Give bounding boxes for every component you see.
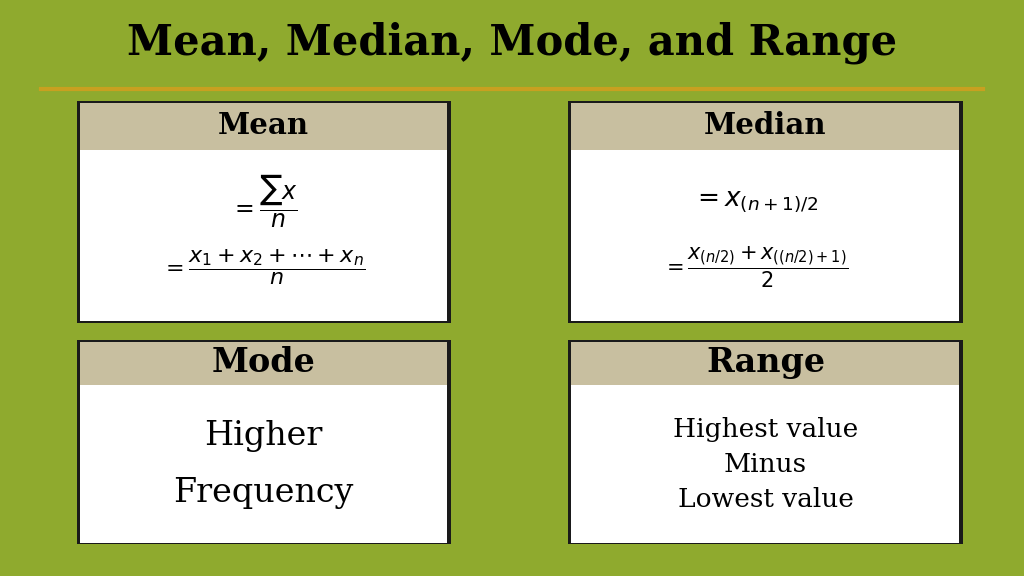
Text: $= x_{(n+1)/2}$: $= x_{(n+1)/2}$ xyxy=(692,188,818,214)
FancyBboxPatch shape xyxy=(80,342,447,385)
FancyBboxPatch shape xyxy=(80,385,447,543)
FancyBboxPatch shape xyxy=(571,385,959,543)
FancyBboxPatch shape xyxy=(80,150,447,321)
Text: Lowest value: Lowest value xyxy=(678,487,853,512)
FancyBboxPatch shape xyxy=(571,342,959,385)
Text: $= \dfrac{\sum x}{n}$: $= \dfrac{\sum x}{n}$ xyxy=(229,173,298,230)
Text: Highest value: Highest value xyxy=(673,417,858,442)
Text: Higher: Higher xyxy=(205,420,323,452)
FancyBboxPatch shape xyxy=(568,101,963,323)
Text: Mean: Mean xyxy=(218,111,309,140)
FancyBboxPatch shape xyxy=(80,103,447,150)
Text: Range: Range xyxy=(706,346,825,379)
Text: Mode: Mode xyxy=(212,346,315,379)
Text: Minus: Minus xyxy=(724,452,807,477)
FancyBboxPatch shape xyxy=(77,101,451,323)
Text: Median: Median xyxy=(705,111,826,140)
Text: $= \dfrac{x_1 + x_2 + \cdots + x_n}{n}$: $= \dfrac{x_1 + x_2 + \cdots + x_n}{n}$ xyxy=(162,248,366,287)
FancyBboxPatch shape xyxy=(568,340,963,544)
FancyBboxPatch shape xyxy=(77,340,451,544)
Text: Mean, Median, Mode, and Range: Mean, Median, Mode, and Range xyxy=(127,22,897,65)
FancyBboxPatch shape xyxy=(571,103,959,150)
FancyBboxPatch shape xyxy=(571,150,959,321)
Text: $= \dfrac{x_{(n/2)} + x_{((n/2)+1)}}{2}$: $= \dfrac{x_{(n/2)} + x_{((n/2)+1)}}{2}$ xyxy=(662,245,849,290)
Text: Frequency: Frequency xyxy=(173,478,354,509)
